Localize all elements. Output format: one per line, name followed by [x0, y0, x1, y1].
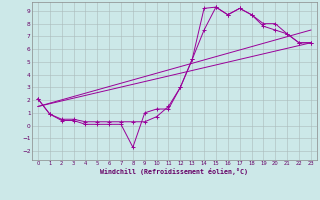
X-axis label: Windchill (Refroidissement éolien,°C): Windchill (Refroidissement éolien,°C) — [100, 168, 248, 175]
